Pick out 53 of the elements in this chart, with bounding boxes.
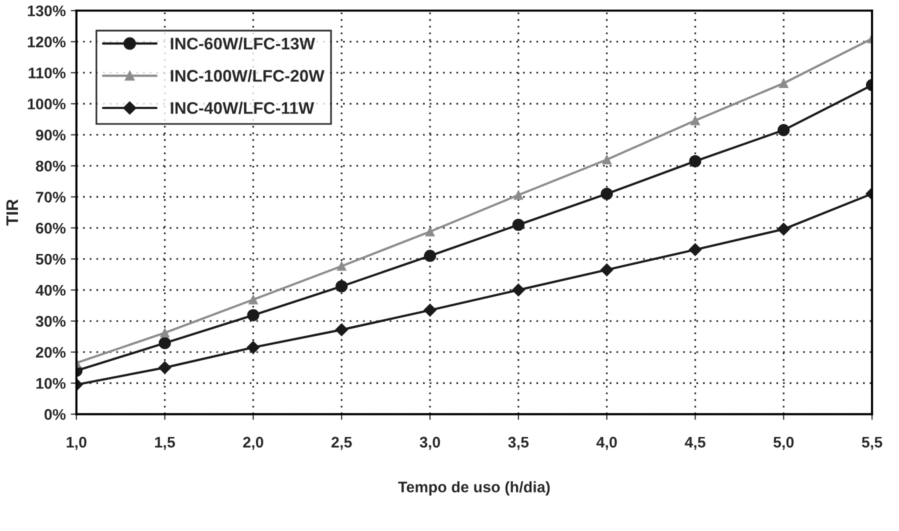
x-tick-label: 3,5 — [508, 436, 529, 450]
y-tick-label: 10% — [36, 378, 66, 389]
y-tick-label: 100% — [28, 98, 66, 110]
point — [512, 218, 524, 231]
y-tick-label: 110% — [28, 68, 66, 78]
point — [600, 188, 613, 200]
y-tick-label: 130% — [28, 5, 66, 16]
point — [158, 337, 171, 350]
point — [690, 116, 700, 126]
y-tick-label: 50% — [36, 254, 66, 265]
y-tick-label: 40% — [36, 284, 66, 296]
y-tick-label: 30% — [36, 316, 66, 327]
x-tick-label: 1,5 — [155, 436, 176, 450]
x-tick-label: 4,5 — [684, 436, 706, 450]
point — [246, 341, 260, 354]
legend-label: INC-60W/LFC-13W — [170, 37, 316, 50]
y-tick-label: 20% — [36, 346, 66, 358]
point — [424, 304, 436, 317]
y-tick-label: 90% — [36, 130, 66, 140]
x-tick-label: 3,0 — [420, 436, 440, 450]
point — [689, 155, 702, 168]
y-tick-label: 0% — [44, 409, 66, 420]
point — [336, 261, 346, 271]
point — [335, 323, 348, 336]
point — [247, 309, 260, 322]
x-tick-label: 2,5 — [332, 436, 352, 450]
point — [688, 243, 702, 256]
point — [424, 250, 436, 262]
x-tick-label: 4,0 — [596, 436, 617, 450]
point — [602, 154, 612, 164]
legend-label: INC-40W/LFC-11W — [170, 102, 314, 114]
y-tick-label: 70% — [36, 192, 66, 203]
x-tick-label: 5,0 — [773, 436, 794, 450]
x-axis-title: Tempo de uso (h/dia) — [398, 481, 550, 496]
point — [512, 284, 525, 296]
point — [777, 222, 790, 236]
y-tick-label: 60% — [36, 222, 66, 234]
point — [425, 226, 435, 236]
point — [514, 190, 524, 200]
y-tick-label: 120% — [28, 36, 66, 48]
x-tick-label: 2,0 — [243, 436, 264, 450]
point — [158, 361, 172, 374]
x-tick-label: 1,0 — [66, 436, 86, 450]
x-tick-label: 5,5 — [862, 436, 882, 450]
point — [336, 280, 348, 292]
y-axis-title: TIR — [6, 199, 18, 226]
point — [600, 263, 614, 276]
legend-label: INC-100W/LFC-20W — [170, 69, 324, 82]
point — [160, 328, 170, 338]
point — [778, 78, 788, 88]
y-tick-label: 80% — [36, 160, 66, 172]
point — [778, 124, 790, 136]
point — [248, 294, 258, 304]
